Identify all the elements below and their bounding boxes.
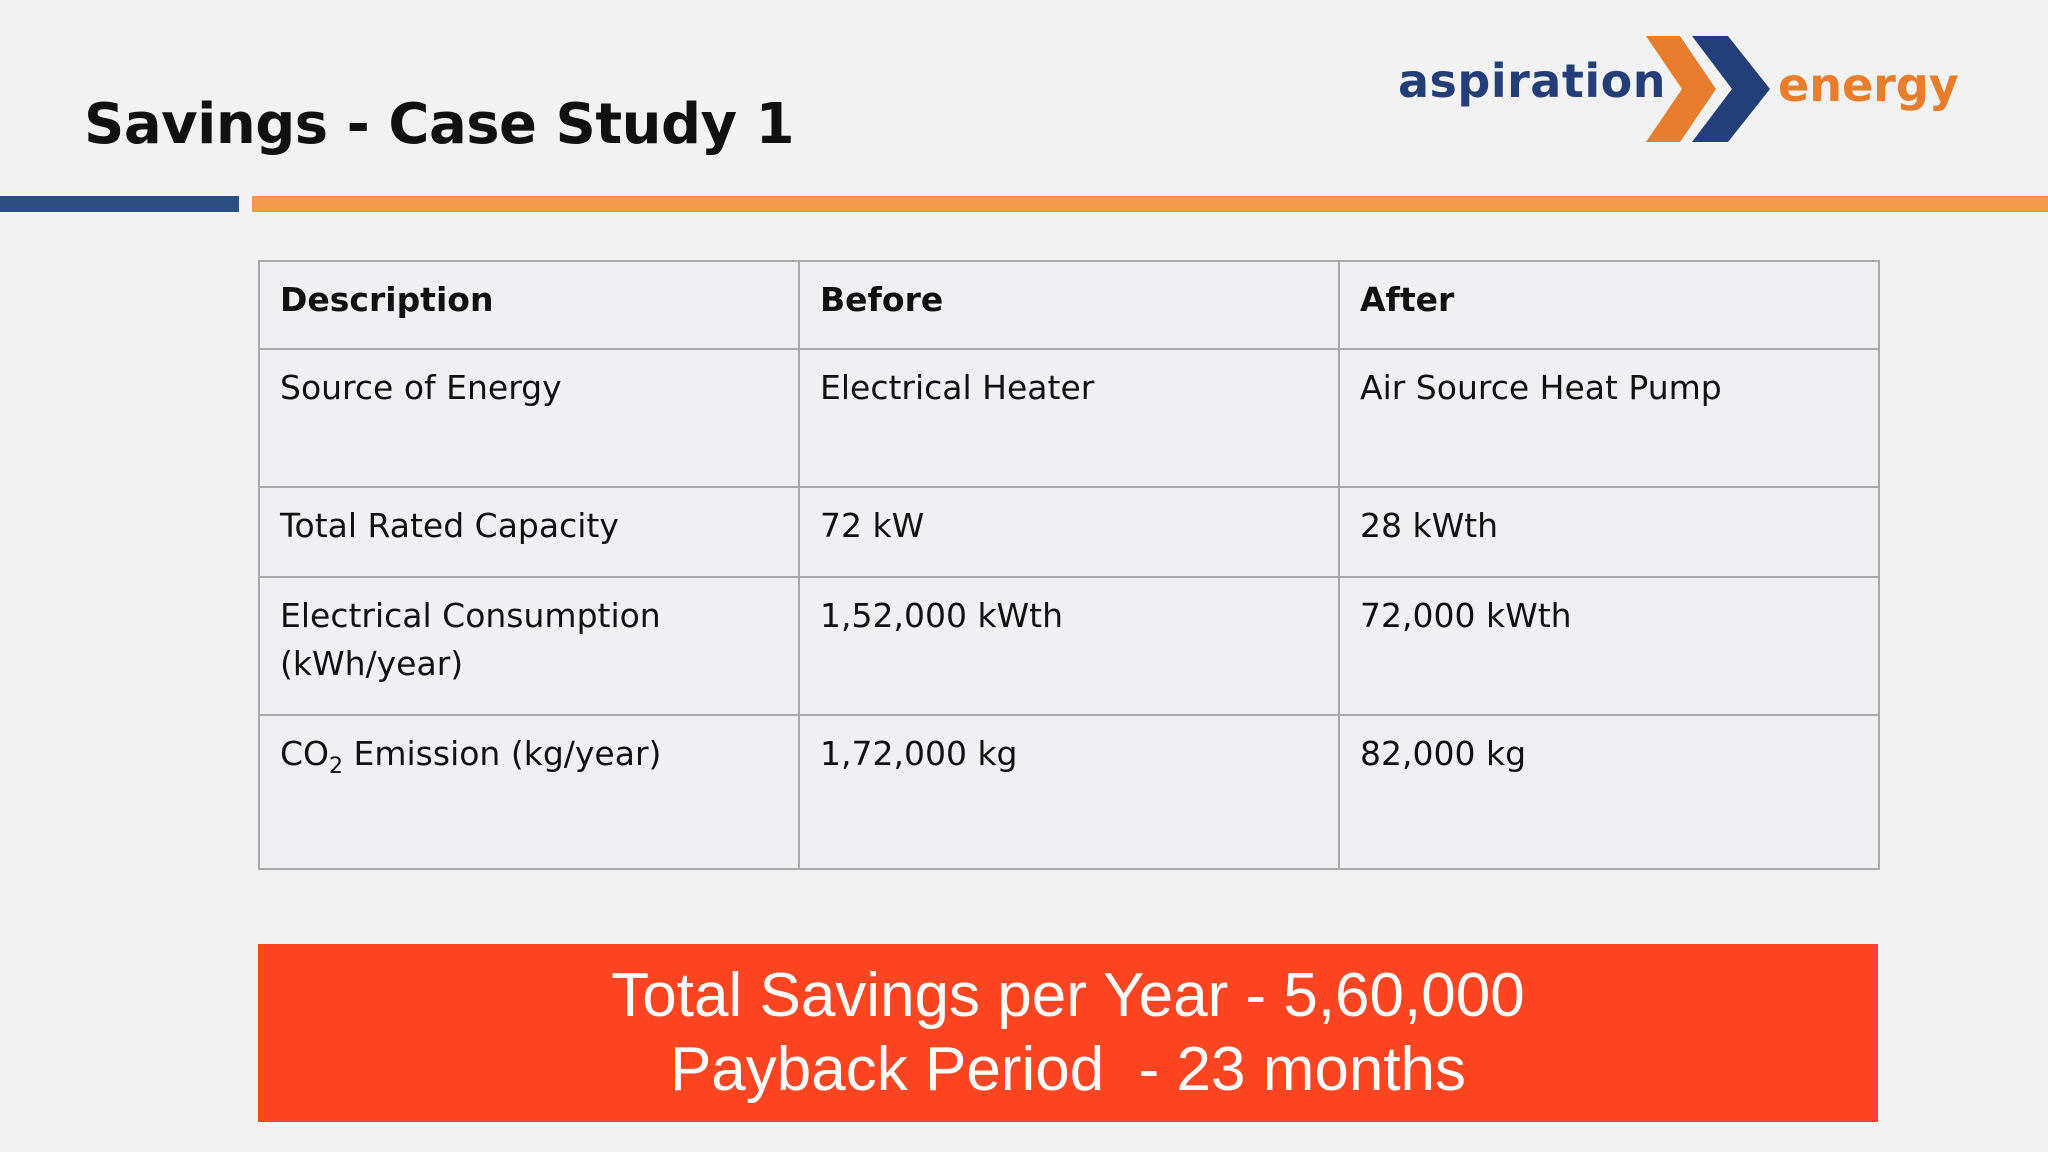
co2-prefix: CO	[280, 734, 330, 773]
comparison-table: Description Before After Source of Energ…	[258, 260, 1880, 870]
logo-word-energy: energy	[1778, 58, 1959, 112]
cell-before: 1,72,000 kg	[798, 714, 1340, 870]
company-logo: aspiration energy	[1398, 36, 1959, 142]
cell-description: Electrical Consumption (kWh/year)	[258, 576, 800, 716]
total-savings-line: Total Savings per Year - 5,60,000	[611, 961, 1525, 1030]
cell-description: Total Rated Capacity	[258, 486, 800, 578]
cell-description: Source of Energy	[258, 348, 800, 488]
table-header-row: Description Before After	[258, 260, 1880, 350]
header-rule-orange	[252, 196, 2048, 212]
table-row: Source of Energy Electrical Heater Air S…	[258, 348, 1880, 488]
table-row: Electrical Consumption (kWh/year) 1,52,0…	[258, 576, 1880, 716]
cell-before: Electrical Heater	[798, 348, 1340, 488]
double-chevron-right-icon	[1646, 36, 1770, 142]
cell-description: CO2 Emission (kg/year)	[258, 714, 800, 870]
savings-summary-banner: Total Savings per Year - 5,60,000 Paybac…	[258, 944, 1878, 1122]
table-row: Total Rated Capacity 72 kW 28 kWth	[258, 486, 1880, 578]
table-row: CO2 Emission (kg/year) 1,72,000 kg 82,00…	[258, 714, 1880, 870]
cell-after: 82,000 kg	[1338, 714, 1880, 870]
payback-period-line: Payback Period - 23 months	[669, 1035, 1467, 1104]
cell-before: 1,52,000 kWth	[798, 576, 1340, 716]
header-rule-blue	[0, 196, 239, 212]
co2-suffix: Emission (kg/year)	[343, 734, 662, 773]
slide-title: Savings - Case Study 1	[84, 92, 795, 157]
cell-before: 72 kW	[798, 486, 1340, 578]
logo-word-aspiration: aspiration	[1398, 54, 1666, 108]
cell-description-text: Electrical Consumption (kWh/year)	[280, 596, 661, 683]
header-after: After	[1338, 260, 1880, 350]
header-before: Before	[798, 260, 1340, 350]
cell-after: Air Source Heat Pump	[1338, 348, 1880, 488]
cell-after: 28 kWth	[1338, 486, 1880, 578]
co2-subscript: 2	[329, 754, 344, 779]
header-description: Description	[258, 260, 800, 350]
cell-after: 72,000 kWth	[1338, 576, 1880, 716]
